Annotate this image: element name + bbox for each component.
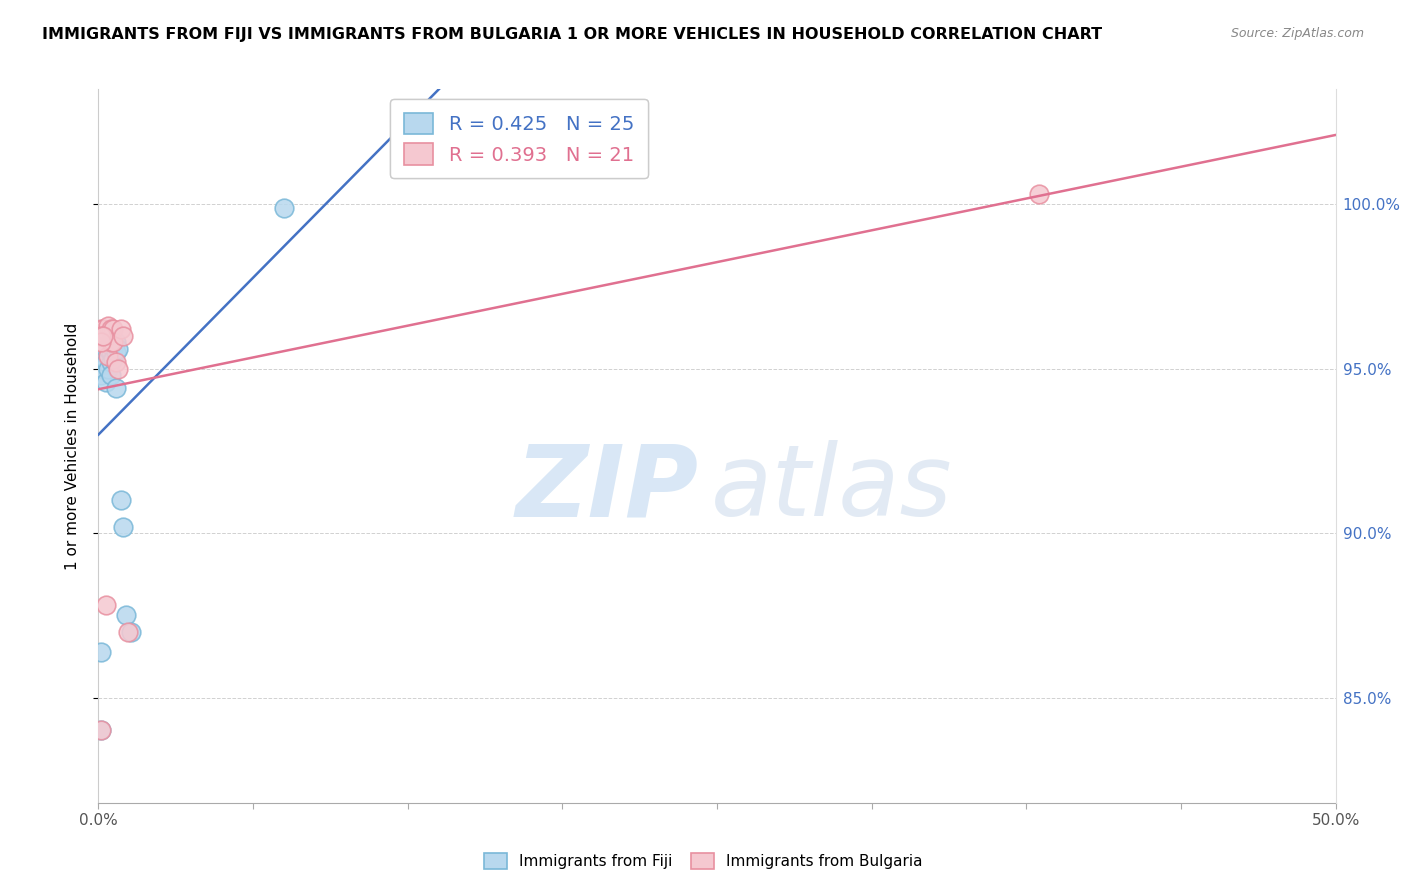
Point	[114, 608, 136, 623]
Point	[90, 355, 112, 369]
Point	[94, 355, 117, 369]
Point	[94, 375, 117, 389]
Y-axis label: 1 or more Vehicles in Household: 1 or more Vehicles in Household	[65, 322, 80, 570]
Point	[97, 342, 120, 356]
Point	[112, 328, 135, 343]
Point	[104, 345, 127, 359]
Point	[103, 322, 125, 336]
Point	[93, 335, 115, 350]
Point	[90, 723, 112, 738]
Text: Source: ZipAtlas.com: Source: ZipAtlas.com	[1230, 27, 1364, 40]
Text: ZIP: ZIP	[516, 441, 699, 537]
Point	[117, 624, 139, 639]
Text: IMMIGRANTS FROM FIJI VS IMMIGRANTS FROM BULGARIA 1 OR MORE VEHICLES IN HOUSEHOLD: IMMIGRANTS FROM FIJI VS IMMIGRANTS FROM …	[42, 27, 1102, 42]
Text: atlas: atlas	[711, 441, 952, 537]
Point	[90, 335, 112, 350]
Point	[104, 355, 127, 369]
Point	[107, 342, 129, 356]
Point	[90, 644, 112, 658]
Point	[100, 345, 122, 359]
Point	[94, 599, 117, 613]
Point	[97, 318, 120, 333]
Point	[100, 322, 122, 336]
Point	[100, 335, 122, 350]
Point	[104, 381, 127, 395]
Point	[110, 322, 132, 336]
Point	[100, 355, 122, 369]
Point	[104, 335, 127, 350]
Point	[103, 351, 125, 366]
Point	[97, 349, 120, 363]
Point	[93, 349, 115, 363]
Point	[100, 368, 122, 383]
Point	[90, 723, 112, 738]
Point	[90, 368, 112, 383]
Point	[103, 342, 125, 356]
Point	[94, 328, 117, 343]
Point	[93, 322, 115, 336]
Point	[107, 361, 129, 376]
Point	[110, 493, 132, 508]
Point	[1028, 187, 1050, 202]
Point	[94, 342, 117, 356]
Point	[90, 322, 112, 336]
Point	[112, 519, 135, 533]
Point	[97, 361, 120, 376]
Legend: Immigrants from Fiji, Immigrants from Bulgaria: Immigrants from Fiji, Immigrants from Bu…	[478, 847, 928, 875]
Point	[93, 361, 115, 376]
Point	[273, 201, 295, 215]
Legend: R = 0.425   N = 25, R = 0.393   N = 21: R = 0.425 N = 25, R = 0.393 N = 21	[391, 99, 648, 178]
Point	[103, 335, 125, 350]
Point	[93, 328, 115, 343]
Point	[120, 624, 142, 639]
Point	[90, 328, 112, 343]
